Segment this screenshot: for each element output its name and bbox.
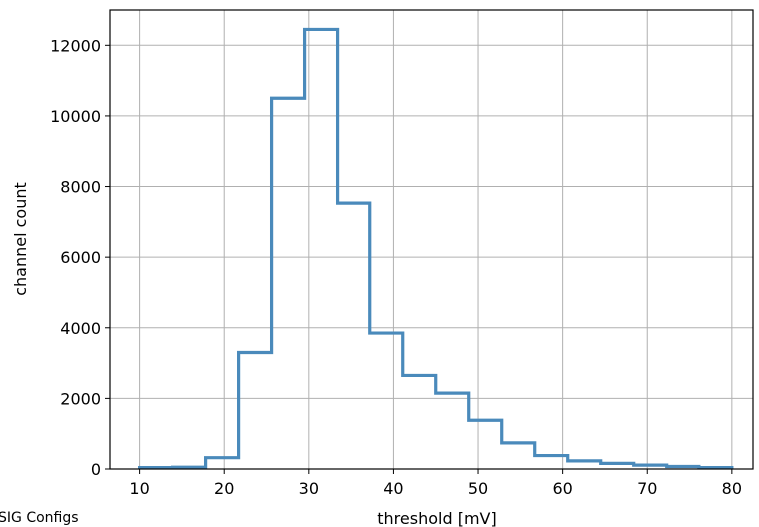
histogram-series xyxy=(138,27,734,470)
histogram-bin xyxy=(601,463,634,469)
histogram-bin xyxy=(436,393,469,469)
y-tick-label: 8000 xyxy=(60,178,101,197)
x-tick-label: 30 xyxy=(299,479,319,498)
x-tick-label: 40 xyxy=(383,479,403,498)
histogram-bin xyxy=(535,456,568,469)
y-tick-label: 2000 xyxy=(60,389,101,408)
histogram-bin xyxy=(568,461,601,469)
x-tick-label: 70 xyxy=(637,479,657,498)
x-tick-label: 50 xyxy=(468,479,488,498)
y-tick-label: 12000 xyxy=(50,36,101,55)
histogram-bin xyxy=(469,420,502,469)
histogram-bin xyxy=(206,458,239,469)
corner-note: SIG Configs xyxy=(0,510,79,526)
y-tick-label: 4000 xyxy=(60,319,101,338)
y-tick-label: 0 xyxy=(91,460,101,479)
histogram-bin xyxy=(403,375,436,469)
y-tick-label: 10000 xyxy=(50,107,101,126)
x-tick-label: 60 xyxy=(552,479,572,498)
histogram-outline xyxy=(138,27,734,470)
histogram-bin xyxy=(370,333,403,469)
x-tick-label: 10 xyxy=(129,479,149,498)
y-tick-label: 6000 xyxy=(60,248,101,267)
histogram-bin xyxy=(239,352,272,469)
grid-lines xyxy=(110,10,753,470)
x-axis-title: threshold [mV] xyxy=(377,509,496,527)
histogram-bin xyxy=(502,443,535,469)
x-tick-label: 20 xyxy=(214,479,234,498)
histogram-bin xyxy=(305,29,338,469)
plot-frame xyxy=(109,9,754,470)
histogram-bin xyxy=(338,203,370,469)
x-tick-label: 80 xyxy=(722,479,742,498)
histogram-bin xyxy=(272,98,305,469)
y-axis: 0 2000 4000 6000 8000 10000 12000 xyxy=(50,36,110,479)
y-axis-title: channel count xyxy=(11,182,30,296)
x-axis: 10 20 30 40 50 60 70 80 xyxy=(129,469,742,498)
